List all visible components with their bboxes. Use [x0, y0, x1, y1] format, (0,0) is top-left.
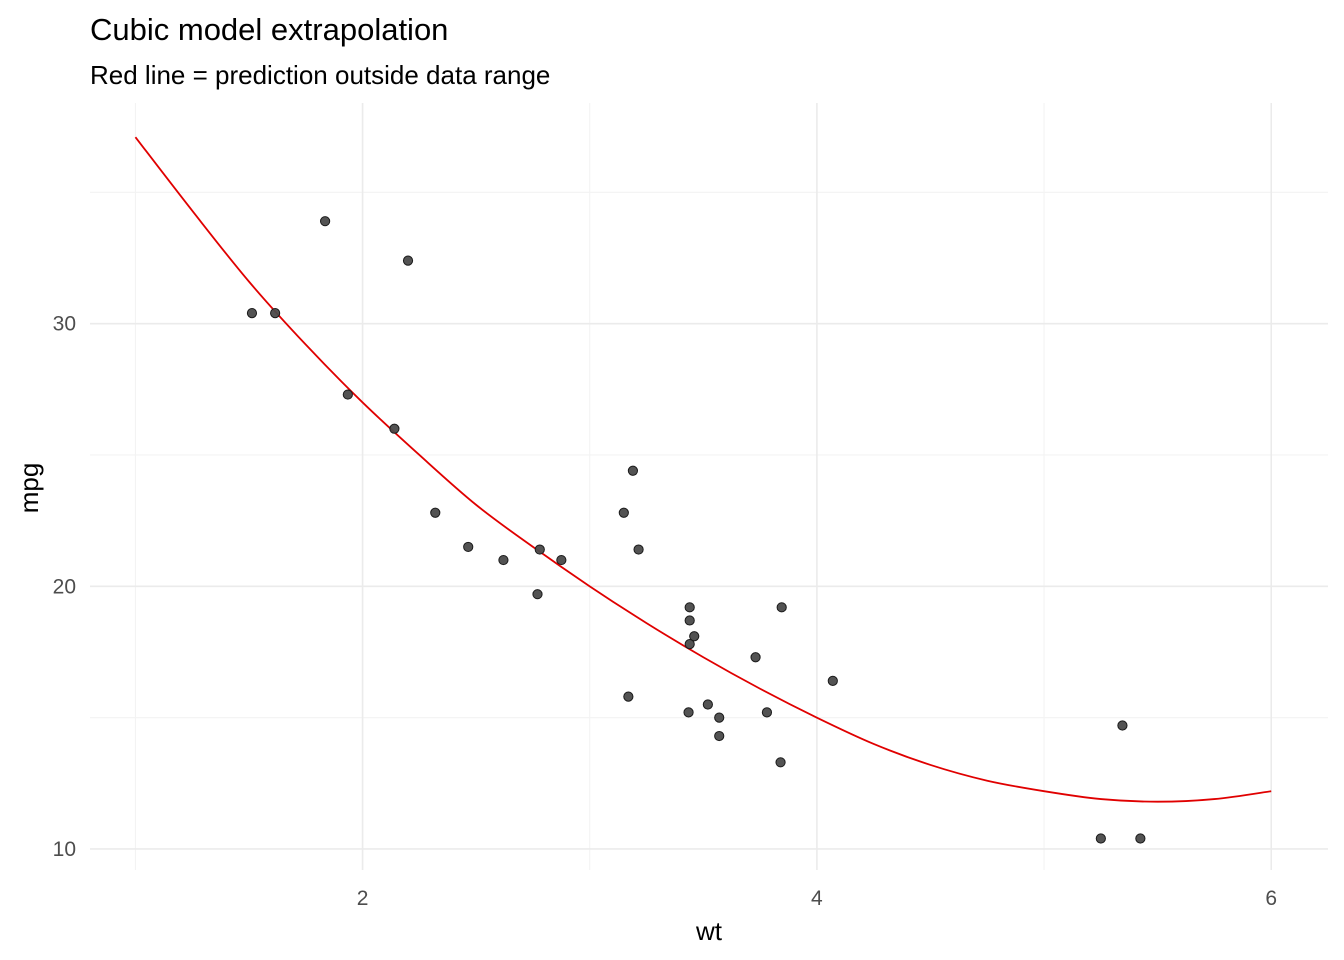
data-point: [402, 255, 414, 266]
x-axis-title: wt: [695, 916, 723, 946]
prediction-line: [134, 136, 1272, 803]
x-tick-label: 6: [1265, 887, 1277, 910]
y-tick-label: 30: [53, 313, 76, 336]
x-axis: 2 4 6: [357, 887, 1277, 910]
points-layer: [246, 216, 1146, 844]
y-tick-label: 20: [53, 575, 76, 598]
data-point: [1135, 833, 1146, 844]
data-point: [430, 507, 441, 518]
data-point: [714, 730, 725, 742]
data-point: [683, 707, 694, 718]
data-point: [827, 675, 838, 686]
data-point: [270, 308, 281, 319]
data-point: [702, 699, 713, 710]
x-tick-label: 2: [357, 887, 369, 910]
data-point: [342, 389, 353, 400]
y-axis: 10 20 30: [53, 313, 76, 861]
y-tick-label: 10: [53, 838, 76, 861]
data-point: [320, 216, 331, 227]
data-point: [498, 554, 509, 566]
data-point: [627, 465, 639, 476]
data-point: [689, 631, 700, 642]
data-point: [463, 541, 474, 553]
data-point: [534, 544, 545, 555]
data-point: [1095, 833, 1106, 844]
data-point: [761, 707, 773, 718]
x-tick-label: 4: [811, 887, 823, 910]
data-point: [389, 423, 400, 434]
curve-layer: [134, 136, 1272, 803]
plot-area: [90, 103, 1328, 870]
y-axis-title: mpg: [14, 463, 44, 514]
data-point: [623, 691, 634, 702]
data-point: [750, 652, 761, 663]
data-point: [556, 554, 567, 566]
data-point: [532, 589, 543, 600]
chart-title: Cubic model extrapolation: [90, 12, 448, 47]
data-point: [684, 639, 695, 650]
chart-subtitle: Red line = prediction outside data range: [90, 60, 550, 90]
data-point: [1117, 720, 1128, 731]
grid: [90, 103, 1328, 870]
data-point: [776, 602, 787, 613]
data-point: [775, 757, 786, 768]
data-point: [714, 712, 725, 723]
data-point: [633, 544, 644, 555]
data-point: [246, 308, 258, 319]
data-point: [684, 615, 695, 626]
data-point: [684, 602, 695, 613]
data-point: [618, 507, 629, 518]
